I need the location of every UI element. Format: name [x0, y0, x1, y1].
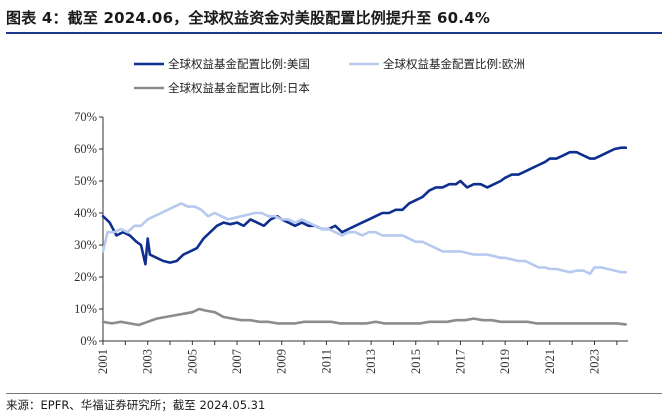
series-line-1	[101, 146, 628, 266]
y-tick-label: 60%	[74, 142, 97, 156]
y-axis: 0% 10% 20% 30% 40% 50% 60% 70%	[74, 110, 104, 348]
y-tick-label: 70%	[74, 110, 97, 124]
x-tick-label: 2015	[409, 349, 423, 374]
x-axis: 2001 2003 2005 2007 2009 2011 2013 2015 2017 2019…	[96, 340, 628, 374]
x-tick-label: 2017	[453, 349, 467, 374]
x-tick-label: 2001	[96, 349, 110, 374]
x-tick-label: 2007	[230, 349, 244, 374]
x-tick-label: 2013	[364, 349, 378, 374]
x-tick-label: 2005	[185, 349, 199, 374]
y-tick-label: 10%	[74, 302, 97, 316]
source-note: 来源：EPFR、华福证券研究所；截至 2024.05.31	[6, 393, 662, 416]
x-tick-label: 2011	[319, 349, 333, 374]
series-line-2	[101, 202, 628, 276]
legend-label-3: 全球权益基金配置比例:日本	[168, 81, 310, 95]
x-tick-label: 2023	[587, 349, 601, 374]
y-tick-label: 30%	[74, 238, 97, 252]
legend-label-2: 全球权益基金配置比例:欧洲	[383, 57, 525, 71]
x-tick-label: 2003	[141, 349, 155, 374]
series-line-3	[101, 307, 628, 327]
y-tick-label: 0%	[80, 334, 97, 348]
legend-label-1: 全球权益基金配置比例:美国	[168, 57, 310, 71]
x-tick-label: 2019	[498, 349, 512, 374]
y-tick-label: 40%	[74, 206, 97, 220]
page-title: 图表 4：截至 2024.06，全球权益资金对美股配置比例提升至 60.4%	[6, 4, 662, 34]
chart-series	[101, 146, 628, 327]
y-tick-label: 20%	[74, 270, 97, 284]
y-tick-label: 50%	[74, 174, 97, 188]
x-tick-label: 2009	[275, 349, 289, 374]
x-tick-label: 2021	[543, 349, 557, 374]
